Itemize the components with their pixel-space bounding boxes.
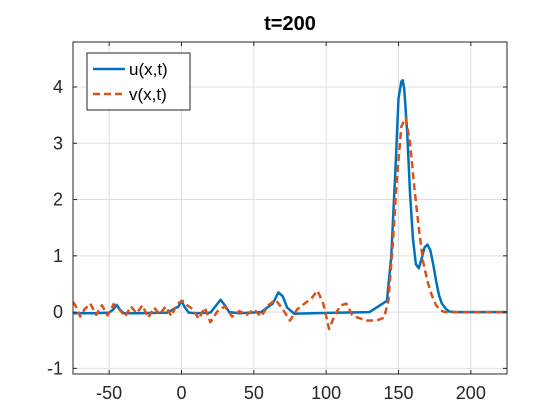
legend-label: u(x,t) bbox=[129, 60, 168, 79]
series-layer bbox=[73, 79, 507, 331]
legend-label: v(x,t) bbox=[129, 85, 167, 104]
y-tick-label: 3 bbox=[53, 133, 63, 153]
y-tick-label: 4 bbox=[53, 77, 63, 97]
tick-labels: -50 0 50 100 150 200 -1 0 1 2 3 4 bbox=[47, 77, 486, 403]
y-tick-label: 1 bbox=[53, 246, 63, 266]
y-tick-label: 0 bbox=[53, 302, 63, 322]
y-tick-label: 2 bbox=[53, 190, 63, 210]
x-tick-label: 150 bbox=[383, 383, 413, 403]
x-tick-label: -50 bbox=[96, 383, 122, 403]
axes-box bbox=[72, 41, 508, 375]
legend-box bbox=[86, 52, 191, 111]
y-tick-label: -1 bbox=[47, 358, 63, 378]
chart-title: t=200 bbox=[264, 13, 316, 35]
x-tick-label: 100 bbox=[311, 383, 341, 403]
series-line-v bbox=[73, 116, 507, 331]
x-tick-label: 50 bbox=[244, 383, 264, 403]
ticks bbox=[73, 42, 507, 374]
x-tick-label: 0 bbox=[176, 383, 186, 403]
x-tick-label: 200 bbox=[456, 383, 486, 403]
legend: u(x,t) v(x,t) bbox=[86, 52, 191, 111]
